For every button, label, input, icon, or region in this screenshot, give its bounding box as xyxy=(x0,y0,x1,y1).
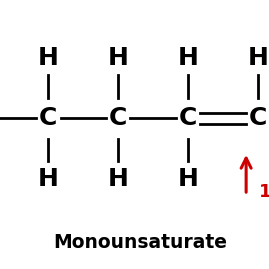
Text: H: H xyxy=(108,46,129,70)
Text: Monounsaturate: Monounsaturate xyxy=(53,232,227,252)
Text: C: C xyxy=(39,106,58,130)
Text: H: H xyxy=(178,167,199,191)
Text: H: H xyxy=(38,167,59,191)
Text: 1: 1 xyxy=(259,183,269,201)
Text: H: H xyxy=(178,46,199,70)
Text: H: H xyxy=(108,167,129,191)
Text: C: C xyxy=(109,106,128,130)
Text: H: H xyxy=(248,46,269,70)
Text: H: H xyxy=(38,46,59,70)
Text: C: C xyxy=(179,106,197,130)
Text: C: C xyxy=(249,106,267,130)
